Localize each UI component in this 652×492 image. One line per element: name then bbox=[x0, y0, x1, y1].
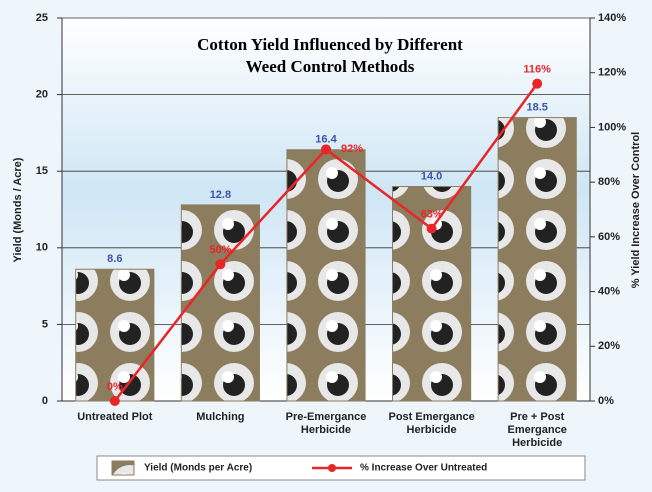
x-tick-label: Post Emergance Herbicide bbox=[384, 411, 480, 437]
line-point bbox=[215, 259, 225, 269]
bar bbox=[498, 118, 576, 401]
line-point bbox=[110, 396, 120, 406]
y2-tick-label: 80% bbox=[598, 176, 620, 188]
chart-title: Cotton Yield Influenced by Different Wee… bbox=[130, 34, 530, 78]
bar-value-label: 8.6 bbox=[107, 253, 122, 265]
line-value-label: 0% bbox=[107, 381, 123, 393]
y2-tick-label: 120% bbox=[598, 67, 626, 79]
title-box: Cotton Yield Influenced by Different Wee… bbox=[130, 34, 530, 90]
y-axis-label: Yield (Monds / Acre) bbox=[12, 157, 24, 262]
line-point bbox=[321, 144, 331, 154]
y2-tick-label: 20% bbox=[598, 340, 620, 352]
y-tick-label: 5 bbox=[42, 318, 48, 330]
bar-value-label: 18.5 bbox=[526, 101, 547, 113]
x-tick-label: Mulching bbox=[172, 411, 268, 424]
line-value-label: 50% bbox=[209, 244, 231, 256]
legend-swatch bbox=[112, 461, 134, 475]
y-tick-label: 15 bbox=[36, 165, 48, 177]
x-tick-label: Untreated Plot bbox=[67, 411, 163, 424]
y2-tick-label: 100% bbox=[598, 121, 626, 133]
bar-value-label: 14.0 bbox=[421, 170, 442, 182]
y-tick-label: 25 bbox=[36, 12, 48, 24]
y2-tick-label: 140% bbox=[598, 12, 626, 24]
line-value-label: 63% bbox=[421, 209, 443, 221]
legend-label: Yield (Monds per Acre) bbox=[144, 463, 252, 474]
legend-label: % Increase Over Untreated bbox=[360, 463, 487, 474]
y-tick-label: 20 bbox=[36, 89, 48, 101]
y2-tick-label: 60% bbox=[598, 231, 620, 243]
bar bbox=[287, 150, 365, 401]
x-tick-label: Pre + Post Emergance Herbicide bbox=[489, 411, 585, 450]
bar-value-label: 12.8 bbox=[210, 189, 231, 201]
line-value-label: 116% bbox=[523, 64, 551, 76]
y2-tick-label: 40% bbox=[598, 285, 620, 297]
x-tick-label: Pre-Emergance Herbicide bbox=[278, 411, 374, 437]
y2-axis-label: % Yield Increase Over Control bbox=[630, 132, 642, 289]
line-value-label: 92% bbox=[341, 143, 363, 155]
legend-swatch bbox=[328, 464, 336, 472]
page: Cotton Yield Influenced by Different Wee… bbox=[0, 0, 652, 492]
bar-value-label: 16.4 bbox=[315, 134, 337, 146]
y-tick-label: 0 bbox=[42, 395, 48, 407]
y-tick-label: 10 bbox=[36, 242, 48, 254]
line-point bbox=[427, 224, 437, 234]
line-point bbox=[532, 79, 542, 89]
y2-tick-label: 0% bbox=[598, 395, 614, 407]
